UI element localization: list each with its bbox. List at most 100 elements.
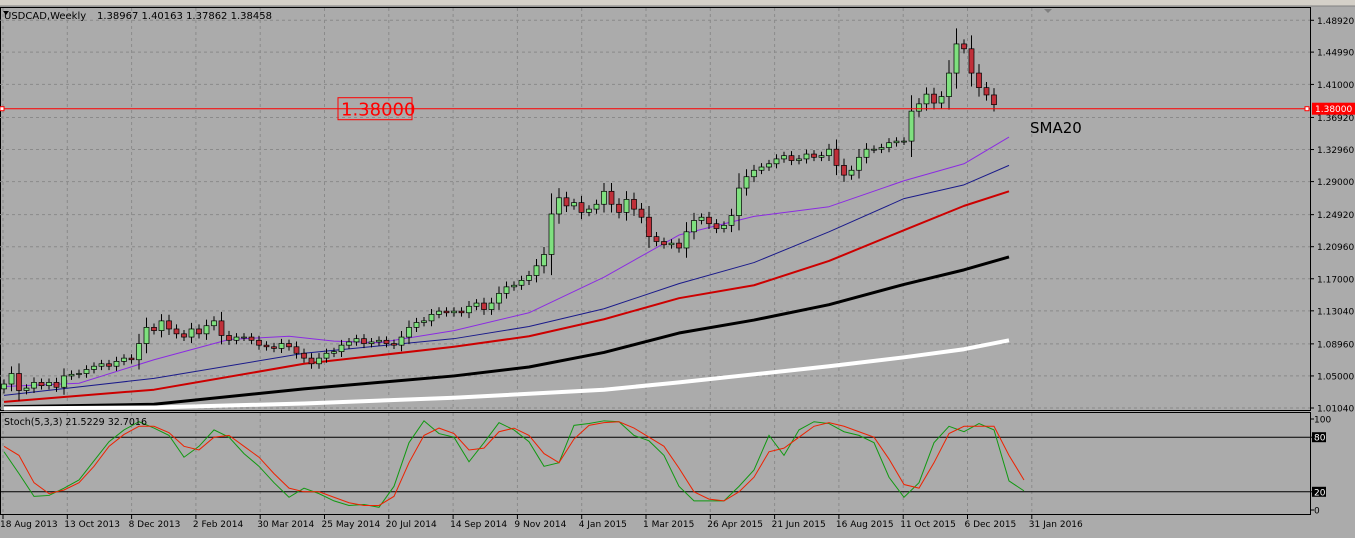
bull-candle xyxy=(278,343,285,349)
bull-candle xyxy=(316,357,322,365)
bear-candle xyxy=(676,242,682,249)
bear-candle xyxy=(458,310,465,314)
bull-candle xyxy=(593,203,600,210)
toolbar-strip xyxy=(0,0,1355,6)
bear-candle xyxy=(788,155,795,161)
bear-candle xyxy=(53,382,60,388)
bull-candle xyxy=(826,148,832,157)
bear-candle xyxy=(841,165,847,176)
bull-candle xyxy=(46,382,52,387)
date-tick-label: 31 Jan 2016 xyxy=(1029,520,1083,530)
bull-candle xyxy=(368,341,375,344)
price-tick-label: 1.24920 xyxy=(1317,211,1354,221)
hline-handle-left xyxy=(0,106,5,112)
horizontal-line-1-38[interactable]: 1.38000 1.38000 xyxy=(0,97,1355,121)
bear-candle xyxy=(563,197,570,207)
bull-candle xyxy=(916,103,922,112)
bull-candle xyxy=(188,328,195,338)
bull-candle xyxy=(143,326,150,344)
stoch-line-0 xyxy=(3,420,1025,508)
bull-candle xyxy=(376,339,382,343)
bull-candle xyxy=(623,199,630,213)
bull-candle xyxy=(518,280,525,286)
bear-candle xyxy=(443,310,450,314)
bull-candle xyxy=(526,275,532,281)
date-tick-label: 26 Apr 2015 xyxy=(707,520,763,530)
bear-candle xyxy=(271,346,277,349)
stoch-level-marker xyxy=(1312,486,1326,497)
bull-candle xyxy=(98,363,105,367)
bull-candle xyxy=(548,213,555,255)
bear-candle xyxy=(128,357,135,361)
bull-candle xyxy=(68,373,75,377)
bear-candle xyxy=(961,43,967,50)
bull-candle xyxy=(796,158,802,161)
bear-candle xyxy=(481,302,487,310)
price-plot-border xyxy=(0,7,1311,411)
bear-candle xyxy=(646,216,652,238)
bull-candle xyxy=(901,140,907,143)
date-tick-label: 20 Jul 2014 xyxy=(386,520,437,530)
bull-candle xyxy=(211,320,217,327)
bull-candle xyxy=(8,373,15,385)
bear-candle xyxy=(638,208,645,218)
bull-candle xyxy=(91,365,97,370)
bear-candle xyxy=(383,339,390,344)
bear-candle xyxy=(991,94,997,106)
bull-candle xyxy=(31,382,37,389)
bear-candle xyxy=(976,72,982,89)
bear-candle xyxy=(166,320,172,330)
bear-candle xyxy=(196,328,202,335)
hline-label-box xyxy=(337,97,413,121)
stoch-gridlines xyxy=(0,413,1310,514)
price-tick-label: 1.32960 xyxy=(1317,146,1354,156)
bull-candle xyxy=(848,169,855,176)
bull-candle xyxy=(773,158,780,165)
bull-candle xyxy=(241,336,247,339)
date-tick-label: 25 May 2014 xyxy=(322,520,381,530)
candles xyxy=(1,28,997,401)
bull-candle xyxy=(863,148,870,158)
date-axis: 18 Aug 2013 13 Oct 2013 8 Dec 2013 2 Feb 20… xyxy=(0,515,1083,530)
bull-candle xyxy=(601,190,607,205)
stoch-tick-label: 0 xyxy=(1314,507,1320,517)
bull-candle xyxy=(923,93,930,105)
price-tick-label: 1.13040 xyxy=(1317,307,1354,317)
bull-candle xyxy=(668,242,675,246)
bull-candle xyxy=(818,155,825,158)
hline-label: 1.38000 xyxy=(341,100,415,121)
bull-candle xyxy=(488,302,495,310)
price-tick-label: 1.01040 xyxy=(1317,405,1354,415)
bull-candle xyxy=(886,142,892,148)
bear-candle xyxy=(811,153,817,158)
date-tick-label: 14 Sep 2014 xyxy=(450,520,507,530)
bull-candle xyxy=(743,176,750,189)
moving-averages xyxy=(3,136,1010,411)
bull-candle xyxy=(1,383,7,390)
price-tick-label: 1.29000 xyxy=(1317,178,1354,188)
price-tick-label: 1.20960 xyxy=(1317,243,1354,253)
bull-candle xyxy=(338,344,345,352)
symbol-dropdown-icon[interactable] xyxy=(3,11,9,15)
bear-candle xyxy=(616,203,622,213)
bull-candle xyxy=(721,224,727,229)
bull-candle xyxy=(233,336,240,341)
date-tick-label: 4 Jan 2015 xyxy=(579,520,627,530)
bear-candle xyxy=(833,148,840,166)
sma-line-3 xyxy=(3,255,1010,409)
bull-candle xyxy=(571,202,577,207)
date-tick-label: 16 Aug 2015 xyxy=(836,520,894,530)
price-tick-label: 1.08960 xyxy=(1317,340,1354,350)
bull-candle xyxy=(856,156,862,171)
bear-candle xyxy=(308,357,315,365)
ohlc-values: 1.38967 1.40163 1.37862 1.38458 xyxy=(97,11,272,22)
bear-candle xyxy=(661,241,667,246)
bull-candle xyxy=(533,265,540,276)
bull-candle xyxy=(683,231,690,249)
bear-candle xyxy=(38,382,45,387)
bear-candle xyxy=(256,339,262,346)
bull-candle xyxy=(323,352,330,359)
date-tick-label: 8 Dec 2013 xyxy=(129,520,181,530)
bull-candle xyxy=(893,140,900,144)
